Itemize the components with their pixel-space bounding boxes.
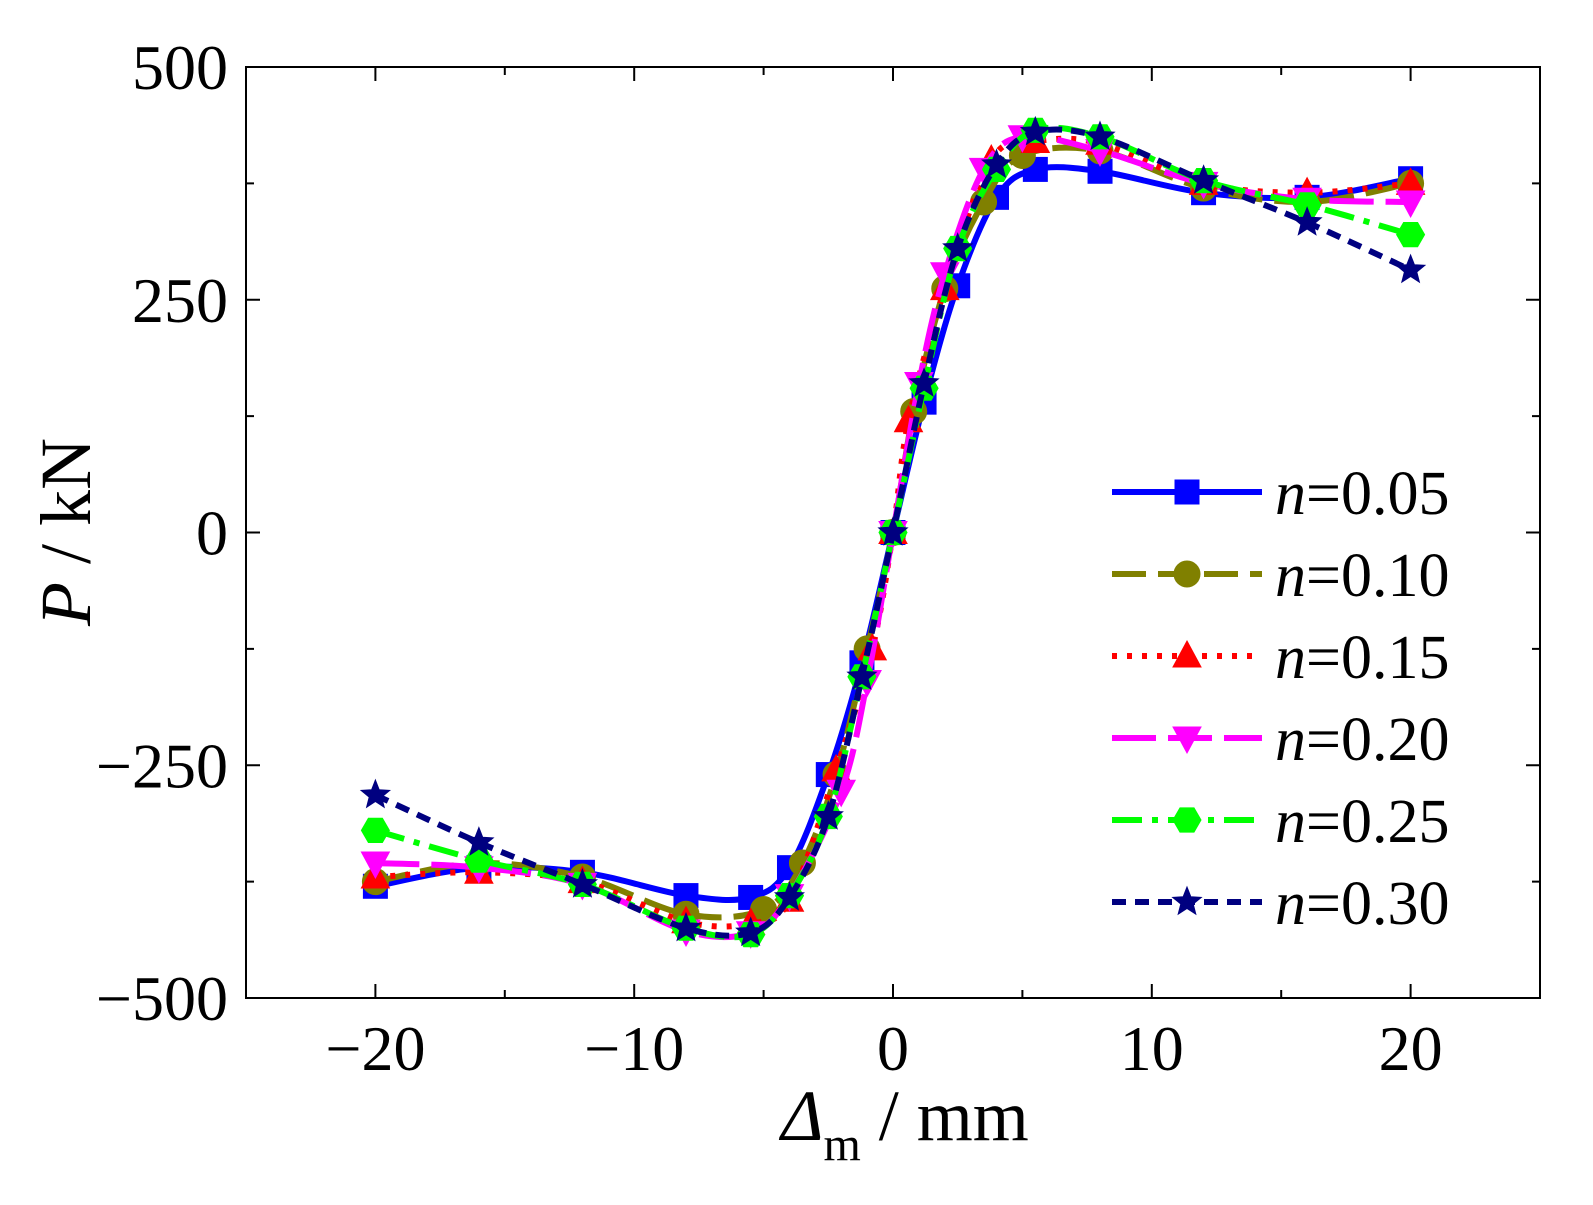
x-axis-title: Δm / mm: [778, 1076, 1029, 1171]
data-point: [773, 881, 805, 911]
data-point: [981, 148, 1013, 179]
data-point: [1395, 190, 1426, 219]
legend-marker: [1172, 726, 1202, 755]
y-axis-title: P / kN: [26, 438, 106, 627]
y-axis-symbol: P: [26, 582, 106, 627]
data-point: [846, 660, 878, 691]
legend-item: n=0.15: [1112, 624, 1449, 692]
data-point: [1188, 164, 1220, 194]
data-point: [942, 232, 974, 262]
legend-label: n=0.25: [1275, 788, 1449, 856]
legend-marker: [1173, 560, 1201, 588]
data-point: [1394, 253, 1427, 284]
x-tick-label: 0: [877, 1013, 909, 1084]
legend-item: n=0.10: [1112, 542, 1449, 610]
y-tick-label: 0: [196, 498, 228, 569]
data-point: [1291, 206, 1323, 236]
legend: n=0.05 n=0.10 n=0.15 n=0.20 n=0.25 n=0.30: [1112, 460, 1449, 938]
legend-marker: [1172, 639, 1202, 668]
legend-label: n=0.20: [1275, 706, 1449, 774]
legend-label: n=0.15: [1275, 624, 1449, 692]
legend-marker: [1171, 885, 1203, 916]
y-tick-label: −500: [96, 963, 228, 1034]
legend-item: n=0.05: [1112, 460, 1449, 528]
legend-label: n=0.05: [1275, 460, 1449, 528]
legend-marker: [1172, 807, 1202, 833]
y-axis-unit: / kN: [26, 438, 106, 582]
x-tick-label: −10: [584, 1013, 684, 1084]
data-point: [908, 367, 940, 397]
legend-item: n=0.30: [1112, 870, 1449, 938]
data-point: [359, 778, 392, 809]
legend-item: n=0.20: [1112, 706, 1449, 774]
data-point: [360, 851, 391, 880]
x-tick-label: −20: [325, 1013, 425, 1084]
data-point: [360, 817, 390, 843]
legend-marker: [1174, 479, 1200, 505]
y-tick-label: 250: [132, 265, 228, 336]
legend-label: n=0.10: [1275, 542, 1449, 610]
series-6: [359, 115, 1427, 947]
series-layer: [359, 115, 1427, 949]
x-tick-label: 20: [1379, 1013, 1443, 1084]
x-axis-unit: / mm: [861, 1076, 1029, 1156]
data-point: [566, 868, 599, 898]
x-tick-label: 10: [1120, 1013, 1184, 1084]
data-point: [463, 826, 495, 856]
data-point: [670, 911, 702, 942]
data-point: [1019, 115, 1051, 146]
tick-labels: −20 −10 0 10 20 −500 −250 0 250 500: [96, 32, 1443, 1084]
data-point: [812, 800, 844, 830]
legend-item: n=0.25: [1112, 788, 1449, 856]
x-axis-subscript: m: [823, 1118, 860, 1171]
data-point: [735, 916, 767, 947]
data-point: [1396, 222, 1426, 248]
legend-label: n=0.30: [1275, 870, 1449, 938]
x-axis-symbol: Δ: [778, 1076, 823, 1156]
data-point: [877, 516, 909, 546]
data-point: [1084, 120, 1116, 151]
axis-ticks: [246, 66, 1540, 999]
y-tick-label: −250: [96, 730, 228, 801]
y-tick-label: 500: [132, 32, 228, 103]
